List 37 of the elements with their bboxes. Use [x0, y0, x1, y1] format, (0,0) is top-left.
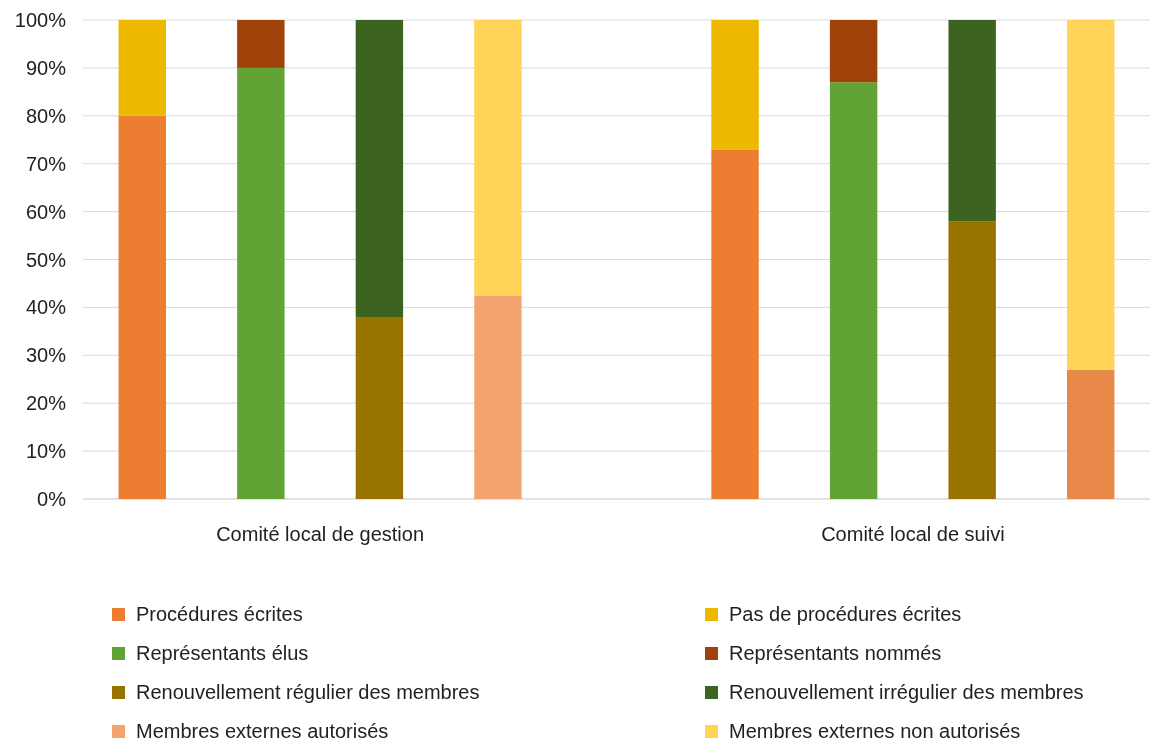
- bar: [948, 221, 996, 499]
- y-tick-label: 80%: [25, 104, 67, 127]
- legend-label: Pas de procédures écrites: [729, 603, 962, 625]
- y-tick-label: 50%: [25, 248, 67, 271]
- text: Comité local de gestion: [216, 523, 425, 545]
- y-tick-label: 40%: [25, 296, 67, 319]
- bar: [118, 20, 166, 116]
- y-tick-label: 60%: [25, 200, 67, 223]
- y-tick-label: 30%: [25, 344, 67, 367]
- bar: [1067, 20, 1115, 370]
- legend-label: Procédures écrites: [136, 603, 303, 625]
- bar: [711, 20, 759, 150]
- y-tick-label: 90%: [25, 56, 67, 79]
- legend-label: Membres externes non autorisés: [729, 720, 1021, 742]
- y-tick-label: 10%: [25, 440, 67, 463]
- bar: [829, 20, 878, 83]
- legend-label: Représentants élus: [136, 642, 309, 664]
- legend-label: Renouvellement irrégulier des membres: [729, 681, 1084, 703]
- legend-label: Membres externes autorisés: [136, 720, 389, 742]
- y-tick-label: 100%: [14, 9, 67, 31]
- bar: [118, 115, 166, 499]
- bar: [948, 20, 996, 222]
- bar: [355, 20, 404, 317]
- bar: [474, 20, 522, 296]
- bar: [474, 295, 522, 499]
- bar: [237, 20, 285, 68]
- y-tick-label: 0%: [37, 488, 67, 510]
- bar: [829, 82, 878, 499]
- text: Comité local de suivi: [821, 523, 1005, 545]
- legend-label: Renouvellement régulier des membres: [136, 681, 480, 703]
- legend-label: Représentants nommés: [729, 642, 942, 664]
- y-tick-label: 20%: [25, 392, 67, 415]
- y-tick-label: 70%: [25, 152, 67, 175]
- bar: [355, 316, 404, 499]
- bar: [711, 149, 759, 499]
- bar: [237, 67, 285, 499]
- bar: [1067, 369, 1115, 499]
